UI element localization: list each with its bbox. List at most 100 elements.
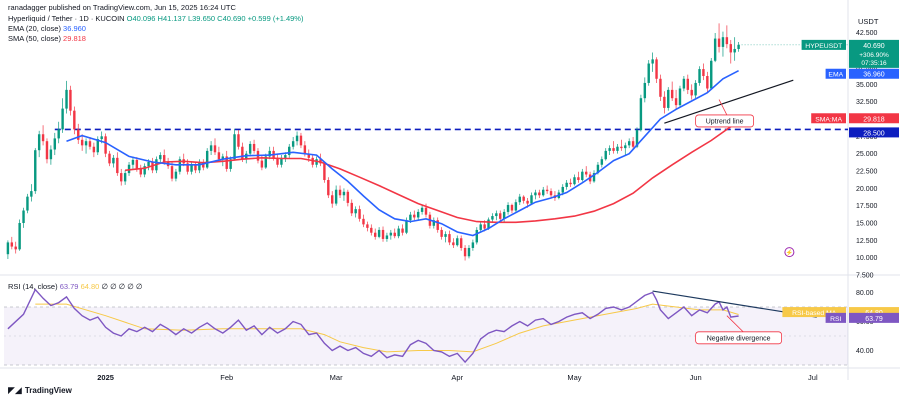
- candle-down: [116, 157, 119, 174]
- candle-up: [100, 136, 103, 140]
- candle-up: [229, 159, 232, 169]
- candle-down: [366, 224, 369, 228]
- candle-down: [663, 96, 666, 108]
- candle-down: [237, 134, 240, 147]
- candle-up: [147, 161, 150, 167]
- candle-down: [670, 89, 674, 99]
- ema-20-line: [66, 69, 739, 237]
- rsi-tick-label: 40.00: [856, 348, 874, 355]
- candle-down: [538, 192, 541, 196]
- last-price-countdown: 07:35:16: [861, 60, 887, 67]
- time-tick-label: Mar: [330, 373, 343, 382]
- candle-up: [377, 229, 381, 237]
- brand-name: TradingView: [24, 386, 72, 395]
- ema-price-tag: [825, 68, 846, 79]
- candle-up: [596, 164, 600, 174]
- divergence-callout-text: Negative divergence: [707, 335, 771, 342]
- candle-down: [717, 38, 721, 47]
- last-price-tag: [801, 39, 846, 50]
- candle-up: [600, 159, 604, 165]
- uptrend-callout-text: Uptrend line: [706, 118, 744, 125]
- candle-down: [170, 166, 174, 179]
- price-tick-label: 22.500: [856, 169, 878, 176]
- candle-down: [139, 168, 142, 175]
- candle-up: [112, 157, 115, 164]
- candle-up: [34, 150, 37, 192]
- price-tick-label: 20.000: [856, 186, 878, 193]
- candle-down: [510, 204, 514, 211]
- candle-up: [694, 82, 697, 96]
- rsi-legend-extra: ∅ ∅ ∅ ∅ ∅: [101, 282, 143, 291]
- candle-down: [370, 227, 373, 233]
- candle-up: [37, 134, 41, 151]
- candle-up: [530, 195, 533, 204]
- candle-up: [514, 202, 518, 211]
- rsi-legend-label: RSI (14, close): [8, 282, 58, 291]
- publisher-line: ranadagger published on TradingView.com,…: [8, 3, 236, 12]
- candle-down: [424, 207, 428, 215]
- candle-up: [18, 223, 21, 250]
- last-price-change: +306.90%: [859, 52, 889, 59]
- time-tick-label: May: [567, 373, 581, 382]
- candle-down: [213, 145, 217, 153]
- rsi-price-tag-text: RSI: [830, 316, 841, 323]
- candle-up: [573, 177, 576, 185]
- price-tick-label: 25.000: [856, 151, 878, 158]
- candle-up: [495, 213, 498, 217]
- candle-up: [604, 150, 607, 160]
- candle-down: [483, 224, 486, 229]
- candle-down: [69, 89, 72, 111]
- candle-down: [459, 238, 463, 248]
- rsi-ma-price-tag: [782, 307, 846, 318]
- candle-up: [342, 191, 346, 196]
- candle-up: [280, 157, 283, 165]
- candle-up: [627, 141, 631, 146]
- ema-legend: EMA (20, close) 36.960: [8, 24, 86, 33]
- candle-down: [331, 195, 334, 204]
- candle-down: [120, 173, 123, 182]
- ohlc-values: O40.096 H41.137 L39.650 C40.690 +0.599 (…: [126, 14, 304, 23]
- candle-down: [350, 202, 353, 214]
- candle-down: [276, 157, 279, 165]
- candle-up: [639, 98, 643, 131]
- candle-up: [131, 159, 135, 165]
- sma-price-tag-text: SMA:MA: [815, 116, 842, 123]
- time-tick-label: Jul: [808, 373, 818, 382]
- candle-up: [334, 189, 338, 204]
- ema-legend-value: 36.960: [63, 24, 86, 33]
- rsi-legend-value: 63.79: [59, 282, 79, 291]
- price-tick-label: 7.500: [856, 273, 874, 280]
- price-tick-label: 12.500: [856, 238, 878, 245]
- candle-up: [608, 148, 611, 151]
- candle-up: [84, 141, 88, 146]
- candle-up: [487, 219, 490, 229]
- last-price-tag-text: HYPEUSDT: [805, 43, 842, 50]
- rsi-ma-legend-value: 64.80: [80, 282, 100, 291]
- candle-down: [186, 163, 189, 172]
- candle-up: [698, 69, 701, 83]
- rsi-price-value-box: [849, 312, 899, 323]
- sma-legend-value: 29.818: [63, 34, 86, 43]
- candle-down: [655, 59, 658, 79]
- candle-up: [456, 238, 459, 246]
- candle-up: [635, 130, 639, 147]
- candle-up: [288, 146, 291, 156]
- candle-up: [518, 196, 521, 203]
- candle-up: [127, 164, 131, 174]
- candle-up: [420, 207, 424, 212]
- candle-down: [323, 163, 326, 181]
- candle-up: [733, 48, 736, 53]
- ema-price-value-box: [849, 68, 899, 79]
- candle-up: [61, 108, 64, 130]
- candle-up: [49, 149, 53, 160]
- support-price-value: 28.500: [863, 130, 885, 137]
- candle-down: [545, 189, 549, 192]
- candle-down: [674, 98, 678, 106]
- candle-down: [88, 141, 92, 147]
- candle-down: [725, 37, 729, 45]
- candle-up: [416, 211, 420, 218]
- tradingview-logo: ◤◢ TradingView: [8, 385, 72, 396]
- candle-down: [612, 148, 615, 151]
- candle-up: [678, 88, 682, 106]
